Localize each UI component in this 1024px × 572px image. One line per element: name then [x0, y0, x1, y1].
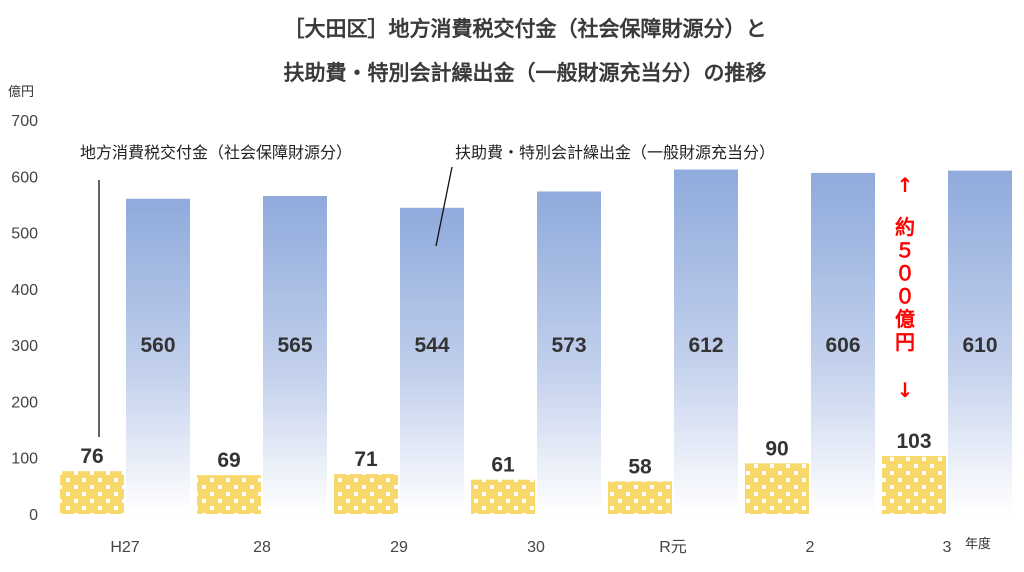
data-label-consumption-tax: 103 — [896, 430, 931, 453]
data-label-welfare: 610 — [962, 334, 997, 357]
annotation-char: ０ — [895, 261, 915, 285]
data-label-consumption-tax: 58 — [628, 455, 652, 478]
y-tick-label: 300 — [11, 338, 38, 355]
bar-welfare — [537, 191, 601, 515]
difference-annotation: ↑ 約 ５ ０ ０ 億 円 ↓ — [895, 173, 915, 402]
y-axis-ticks: 0 100 200 300 400 500 600 700 — [11, 113, 38, 524]
bar-consumption-tax — [882, 456, 946, 514]
series-label-consumption-tax: 地方消費税交付金（社会保障財源分） — [80, 143, 352, 162]
y-tick-label: 500 — [11, 226, 38, 243]
annotation-char: ０ — [895, 284, 915, 308]
y-tick-label: 100 — [11, 451, 38, 468]
bar-welfare — [263, 195, 327, 514]
bar-welfare — [674, 169, 738, 514]
y-axis-unit: 億円 — [8, 84, 34, 100]
value-labels: 76 560 69 565 71 544 61 573 58 612 90 606 103 610 — [80, 334, 997, 478]
bar-welfare — [400, 207, 464, 514]
annotation-char: 億 — [895, 307, 915, 331]
data-label-consumption-tax: 61 — [491, 454, 515, 477]
y-tick-label: 0 — [29, 507, 38, 524]
chart-title-line1: ［大田区］地方消費税交付金（社会保障財源分）と — [284, 17, 767, 41]
bar-welfare — [811, 172, 875, 514]
x-tick-label: 2 — [806, 539, 815, 556]
bar-consumption-tax — [608, 481, 672, 514]
data-label-welfare: 544 — [414, 334, 449, 357]
annotation-arrow-down: ↓ — [897, 378, 914, 402]
annotation-char: 円 — [895, 330, 915, 354]
data-label-welfare: 606 — [825, 334, 860, 357]
x-tick-label: 30 — [527, 539, 545, 556]
bars-group — [60, 169, 1012, 515]
bar-consumption-tax — [745, 463, 809, 514]
series-label-welfare: 扶助費・特別会計繰出金（一般財源充当分） — [455, 143, 775, 162]
x-axis-ticks: H27 28 29 30 R元 2 3 — [110, 539, 951, 556]
y-tick-label: 600 — [11, 169, 38, 186]
bar-consumption-tax — [334, 474, 398, 514]
data-label-consumption-tax: 90 — [765, 437, 788, 460]
x-axis-unit: 年度 — [965, 536, 991, 552]
bar-welfare — [948, 170, 1012, 514]
bar-consumption-tax — [60, 471, 124, 514]
data-label-welfare: 573 — [551, 334, 586, 357]
data-label-welfare: 565 — [277, 334, 312, 357]
annotation-arrow-up: ↑ — [897, 173, 914, 197]
x-tick-label: R元 — [659, 539, 687, 556]
data-label-welfare: 612 — [688, 334, 723, 357]
annotation-char: ５ — [895, 238, 915, 262]
data-label-consumption-tax: 76 — [80, 445, 103, 468]
x-tick-label: H27 — [110, 539, 139, 556]
data-label-consumption-tax: 71 — [354, 448, 378, 471]
y-tick-label: 200 — [11, 394, 38, 411]
bar-consumption-tax — [197, 475, 261, 514]
x-tick-label: 28 — [253, 539, 271, 556]
bar-welfare — [126, 198, 190, 515]
x-tick-label: 3 — [943, 539, 952, 556]
data-label-welfare: 560 — [140, 334, 175, 357]
y-tick-label: 700 — [11, 113, 38, 130]
data-label-consumption-tax: 69 — [217, 449, 240, 472]
bar-consumption-tax — [471, 479, 535, 514]
chart-title-line2: 扶助費・特別会計繰出金（一般財源充当分）の推移 — [284, 61, 767, 85]
series-leader-welfare — [435, 166, 453, 247]
y-tick-label: 400 — [11, 282, 38, 299]
annotation-char: 約 — [895, 215, 915, 239]
x-tick-label: 29 — [390, 539, 408, 556]
